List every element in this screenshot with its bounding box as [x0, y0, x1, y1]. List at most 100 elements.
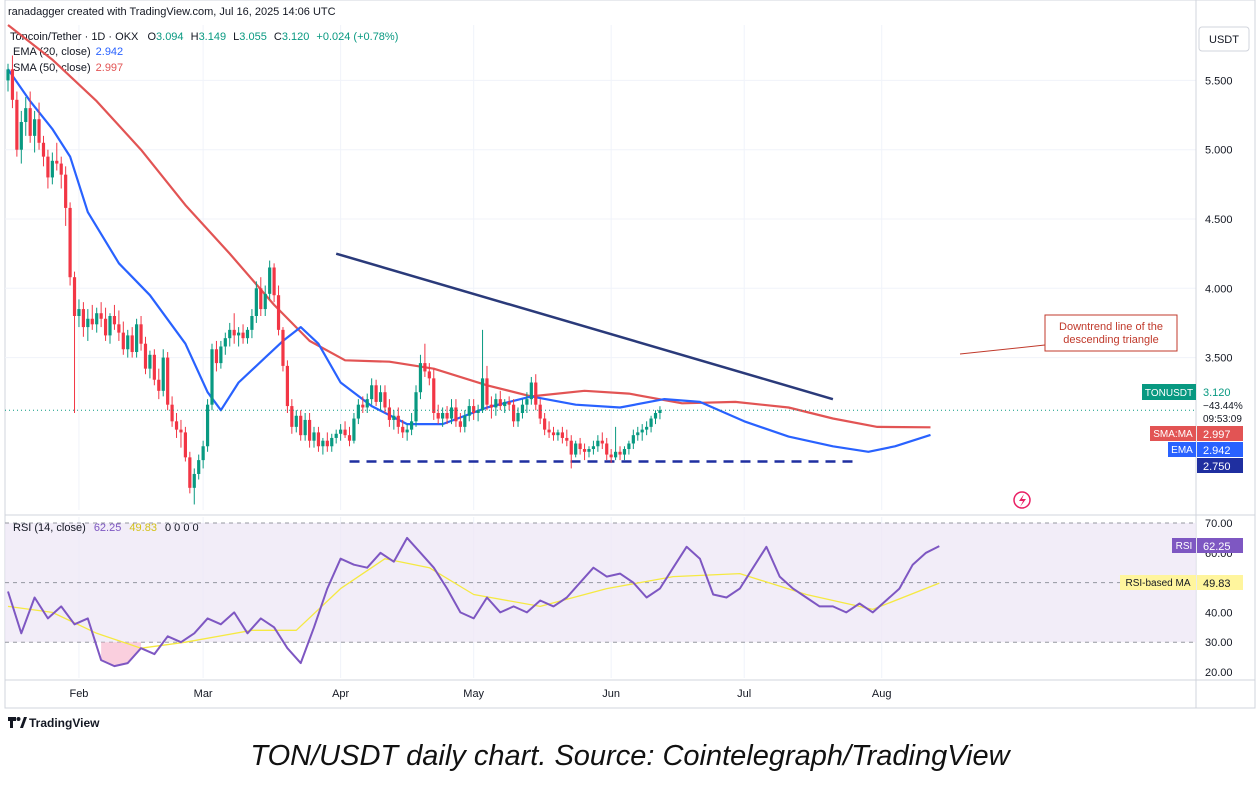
- time-tick-label: Feb: [69, 688, 88, 700]
- candle: [622, 446, 627, 461]
- candle: [658, 406, 662, 420]
- candle: [649, 415, 653, 433]
- candle: [613, 426, 618, 461]
- candle-body: [396, 415, 400, 427]
- candle-body: [299, 415, 303, 436]
- currency-button[interactable]: USDT: [1198, 26, 1250, 52]
- candle-body: [645, 426, 649, 430]
- candle: [312, 426, 316, 448]
- candle-body: [192, 473, 196, 488]
- candle-body: [205, 404, 210, 447]
- candle-body: [268, 267, 272, 294]
- ema-legend[interactable]: EMA (20, close) 2.942: [13, 46, 123, 58]
- candle: [396, 407, 400, 434]
- candle-body: [560, 432, 564, 438]
- candle-body: [467, 406, 471, 416]
- candle-body: [214, 349, 219, 364]
- candle: [631, 429, 635, 450]
- candle: [653, 410, 658, 425]
- candle: [565, 429, 569, 447]
- candle: [112, 304, 117, 330]
- rsi-tick-label: 30.00: [1205, 637, 1233, 649]
- candle: [210, 343, 214, 411]
- tradingview-logo: TradingView: [8, 716, 100, 730]
- candle-body: [503, 401, 507, 407]
- candle-body: [188, 457, 192, 488]
- sma-legend[interactable]: SMA (50, close) 2.997: [13, 62, 123, 74]
- candle-body: [432, 378, 436, 413]
- trendline-annotation[interactable]: Downtrend line of the descending triangl…: [959, 314, 1178, 355]
- symbol-name: Toncoin/Tether · 1D · OKX: [10, 31, 139, 43]
- candle: [205, 399, 210, 452]
- candle: [228, 322, 232, 347]
- candle-body: [166, 357, 170, 405]
- time-axis[interactable]: Feb Mar Apr May Jun Jul Aug: [69, 688, 891, 700]
- candle: [498, 390, 502, 411]
- candle: [547, 421, 551, 438]
- candle-body: [232, 329, 236, 336]
- candle-body: [325, 440, 329, 447]
- candle-body: [543, 418, 547, 430]
- candle: [81, 302, 85, 337]
- time-tick-label: Aug: [872, 688, 892, 700]
- candle: [405, 424, 409, 441]
- rsi-oversold-fill: [101, 642, 142, 667]
- last-price-value: 3.120: [1203, 387, 1231, 399]
- candle-body: [649, 418, 653, 427]
- candle: [250, 309, 254, 339]
- candle: [103, 307, 108, 341]
- candle-body: [95, 313, 99, 325]
- candle-body: [458, 421, 462, 427]
- candle-body: [28, 108, 32, 136]
- candle: [480, 329, 485, 413]
- candle-body: [130, 335, 134, 353]
- candle: [219, 340, 223, 369]
- candle: [15, 91, 19, 157]
- candle-body: [276, 295, 281, 330]
- candle: [46, 149, 50, 189]
- svg-text:2.942: 2.942: [1203, 445, 1231, 457]
- candle: [330, 433, 334, 452]
- candle: [50, 152, 54, 185]
- candle-body: [445, 413, 449, 419]
- candle-body: [174, 421, 179, 430]
- svg-text:USDT: USDT: [1209, 34, 1239, 46]
- candle: [472, 399, 476, 420]
- price-tick-label: 3.500: [1205, 353, 1233, 365]
- candle: [627, 440, 631, 455]
- candle-body: [489, 404, 494, 408]
- candle-body: [117, 324, 121, 333]
- candle: [370, 378, 374, 405]
- candle: [157, 368, 161, 400]
- candle: [609, 449, 613, 463]
- candle-body: [423, 363, 427, 372]
- candle-body: [245, 329, 250, 339]
- candle: [55, 142, 59, 171]
- svg-text:RSI: RSI: [1176, 541, 1193, 552]
- alert-lightning-icon[interactable]: [1013, 491, 1031, 509]
- candle: [392, 410, 396, 430]
- rsi-legend[interactable]: RSI (14, close) 62.25 49.83 0 0 0 0: [13, 522, 199, 534]
- candle-body: [290, 406, 294, 427]
- candle: [352, 413, 356, 444]
- candle-body: [454, 407, 458, 422]
- candle: [534, 374, 538, 411]
- candle-body: [551, 432, 556, 436]
- candle: [86, 309, 90, 341]
- candle: [268, 260, 272, 300]
- candle-body: [525, 399, 529, 405]
- figure-caption: TON/USDT daily chart. Source: Cointelegr…: [250, 740, 1010, 772]
- candle: [41, 135, 46, 167]
- candle: [361, 396, 365, 413]
- candle: [489, 396, 494, 419]
- price-axis[interactable]: 5.500 5.000 4.500 4.000 3.500: [1205, 75, 1233, 364]
- symbol-legend[interactable]: Toncoin/Tether · 1D · OKX O3.094 H3.149 …: [10, 31, 398, 43]
- candle-body: [112, 316, 117, 325]
- candle-body: [148, 354, 152, 369]
- candle-body: [161, 357, 165, 391]
- candle: [574, 440, 578, 458]
- candle: [95, 307, 99, 333]
- candle: [516, 407, 520, 427]
- candle-body: [401, 426, 405, 433]
- rsi-value-tag: RSI 62.25: [1172, 538, 1243, 553]
